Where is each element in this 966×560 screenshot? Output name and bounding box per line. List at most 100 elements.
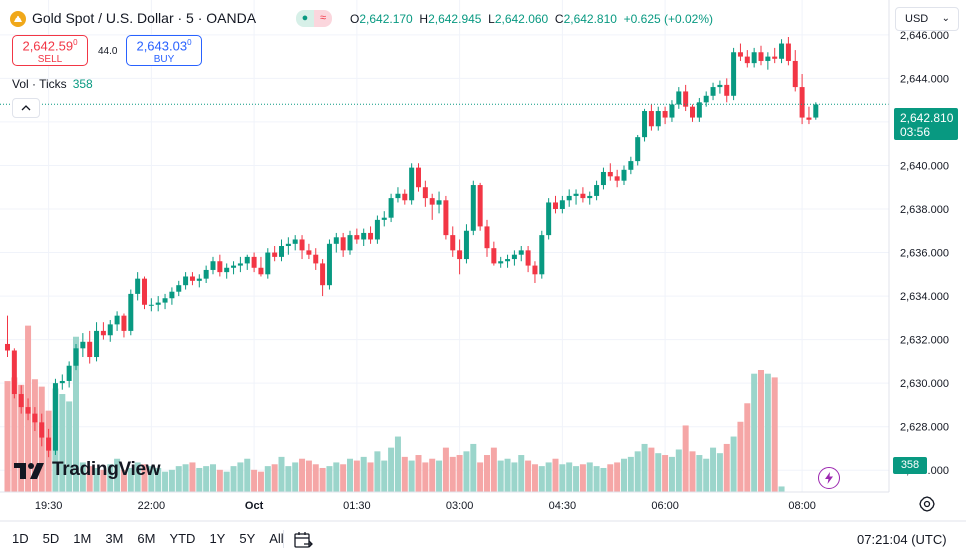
candle-body [299,239,305,251]
utc-clock[interactable]: 07:21:04 (UTC) [857,532,947,547]
candle-body [265,252,271,275]
volume-bar [168,469,175,492]
candle-body [799,87,805,118]
candle-body [573,193,579,196]
candle-body [785,43,791,61]
tradingview-logo[interactable]: TradingView [14,459,161,481]
candle-body [39,422,45,438]
collapse-legend-button[interactable] [12,98,40,118]
volume-bar [394,436,401,492]
date-range-bar: 1D 5D 1M 3M 6M YTD 1Y 5Y All [12,531,298,546]
volume-bar [744,403,751,492]
currency-select[interactable]: USD ⌄ [895,7,959,31]
candle-body [94,330,100,358]
volume-bar [127,467,134,492]
candle-body [457,250,463,260]
sell-label: SELL [37,54,63,66]
candle-body [511,254,517,260]
candle-body [642,111,648,138]
volume-bar [634,451,641,492]
calendar-goto-icon[interactable] [292,529,314,551]
candle-body [217,261,223,273]
candle-body [731,52,737,96]
candle-body [806,117,812,120]
volume-bar [326,466,333,492]
sell-price: 2,642.59 [22,38,74,54]
candle-body [559,200,565,209]
candle-body [196,278,202,281]
sell-button[interactable]: 2,642.590 SELL [12,35,88,66]
volume-bar [593,466,600,492]
range-all[interactable]: All [269,531,284,546]
volume-bar [264,466,271,492]
candle-body [251,256,257,268]
volume-bar [436,460,443,492]
volume-bar [100,469,107,492]
volume-bar [710,447,717,492]
volume-bar [271,464,278,492]
volume-bar [388,447,395,492]
volume-bar [778,486,785,492]
candle-body [237,263,243,266]
candle-body [354,235,360,240]
range-5d[interactable]: 5D [42,531,60,546]
range-ytd[interactable]: YTD [169,531,196,546]
candle-body [388,198,394,218]
volume-bar [237,462,244,492]
time-tick-label: 03:00 [446,500,474,512]
time-tick-label: 19:30 [35,500,63,512]
candle-body [566,195,572,201]
range-3m[interactable]: 3M [105,531,124,546]
settings-gear-icon[interactable] [918,495,936,513]
buy-button[interactable]: 2,643.030 BUY [126,35,202,66]
price-tick-label: 2,632.000 [900,335,949,347]
volume-bar [771,377,778,492]
symbol-title[interactable]: Gold Spot / U.S. Dollar · 5 · OANDA [32,10,257,26]
market-status-dot-icon[interactable]: ● [296,10,314,27]
volume-bar [299,458,306,492]
candle-body [326,243,332,286]
volume-bar [456,455,463,492]
candle-body [402,193,408,201]
volume-legend[interactable]: Vol · Ticks 358 [12,77,93,91]
close-label: C [554,12,564,26]
candle-body [498,261,504,264]
candle-body [553,202,558,209]
volume-bar [31,379,38,492]
candle-body [779,43,785,59]
candle-body [765,56,771,61]
change-value: +0.625 (+0.02%) [623,12,714,26]
range-1d[interactable]: 1D [12,531,29,546]
range-1y[interactable]: 1Y [209,531,226,546]
price-axis: 2,646.0002,644.0002,642.0002,640.0002,63… [900,30,949,477]
candle-body [429,198,435,205]
volume-bar [175,466,182,492]
last-price-tag: 2,642.810 03:56 [894,108,958,140]
range-6m[interactable]: 6M [137,531,156,546]
volume-bar [203,466,210,492]
price-tick-label: 2,636.000 [900,248,949,260]
buy-price: 2,643.03 [136,38,188,54]
candle-body [66,365,72,381]
tradingview-logo-icon [14,463,44,479]
range-5y[interactable]: 5Y [239,531,256,546]
volume-bar [463,451,470,492]
candle-body [231,265,237,268]
approx-icon[interactable]: ≈ [314,10,332,27]
time-tick-label: 22:00 [138,500,166,512]
volume-bar [689,451,696,492]
volume-bar [668,456,675,492]
candle-body [792,60,798,88]
candle-body [313,254,319,264]
volume-bar [86,466,93,492]
flash-icon[interactable] [818,467,840,489]
candle-body [347,235,353,251]
volume-bar [230,466,237,492]
candle-body [80,341,86,349]
volume-bar [340,464,347,492]
volume-bar [614,462,621,492]
candles [5,37,819,458]
volume-bar [319,467,326,492]
range-1m[interactable]: 1M [73,531,92,546]
